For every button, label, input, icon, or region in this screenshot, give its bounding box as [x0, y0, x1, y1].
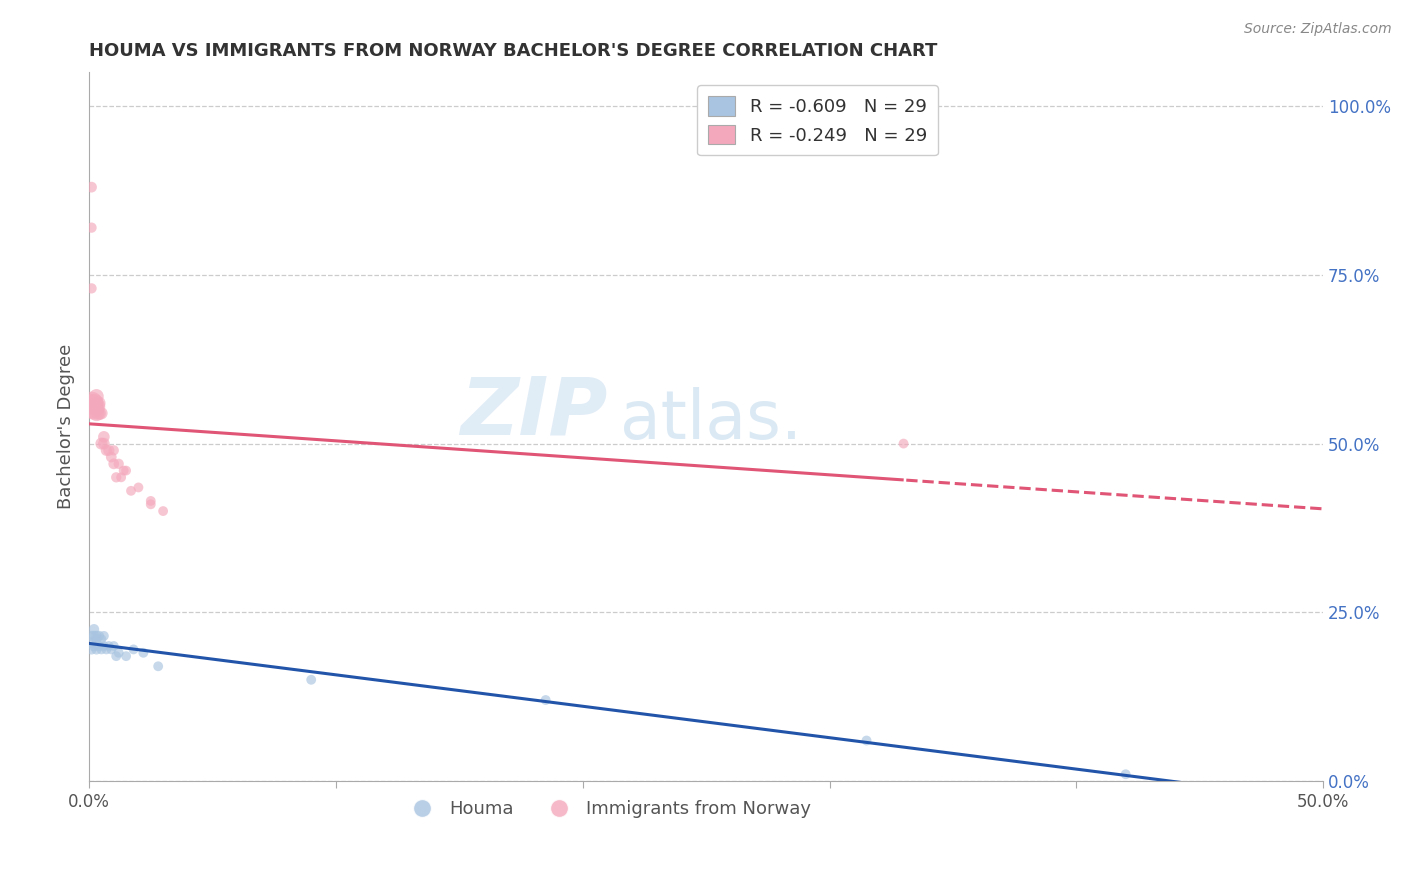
Y-axis label: Bachelor's Degree: Bachelor's Degree — [58, 344, 75, 509]
Point — [80, 396, 103, 410]
Point — [86, 629, 108, 643]
Point — [86, 389, 108, 403]
Point — [86, 406, 108, 420]
Point — [103, 457, 125, 471]
Point — [93, 639, 115, 653]
Point — [80, 400, 103, 414]
Point — [90, 406, 112, 420]
Point — [83, 396, 105, 410]
Text: Source: ZipAtlas.com: Source: ZipAtlas.com — [1244, 22, 1392, 37]
Point — [127, 480, 149, 494]
Point — [86, 632, 108, 647]
Point — [120, 483, 142, 498]
Text: ZIP: ZIP — [460, 374, 607, 451]
Point — [83, 622, 105, 636]
Point — [87, 406, 110, 420]
Point — [93, 629, 115, 643]
Point — [86, 642, 108, 657]
Point — [103, 639, 125, 653]
Point — [87, 396, 110, 410]
Point — [96, 642, 118, 657]
Point — [139, 497, 162, 511]
Point — [97, 443, 120, 458]
Point — [87, 639, 110, 653]
Point — [80, 220, 103, 235]
Point — [97, 639, 120, 653]
Point — [93, 436, 115, 450]
Point — [87, 629, 110, 643]
Point — [132, 646, 155, 660]
Point — [96, 443, 118, 458]
Point — [152, 504, 174, 518]
Point — [115, 464, 138, 478]
Point — [86, 400, 108, 414]
Point — [105, 649, 128, 664]
Point — [80, 629, 103, 643]
Legend: Houma, Immigrants from Norway: Houma, Immigrants from Norway — [396, 793, 818, 825]
Point — [93, 430, 115, 444]
Point — [893, 436, 915, 450]
Point — [110, 470, 132, 484]
Point — [534, 693, 557, 707]
Point — [103, 443, 125, 458]
Point — [148, 659, 170, 673]
Point — [139, 494, 162, 508]
Point — [1115, 767, 1137, 781]
Point — [80, 635, 103, 649]
Point — [100, 642, 122, 657]
Point — [90, 642, 112, 657]
Point — [115, 649, 138, 664]
Point — [83, 402, 105, 417]
Point — [122, 642, 145, 657]
Point — [112, 464, 135, 478]
Point — [299, 673, 322, 687]
Text: atlas.: atlas. — [620, 386, 801, 452]
Text: HOUMA VS IMMIGRANTS FROM NORWAY BACHELOR'S DEGREE CORRELATION CHART: HOUMA VS IMMIGRANTS FROM NORWAY BACHELOR… — [89, 42, 938, 60]
Point — [83, 629, 105, 643]
Point — [100, 450, 122, 464]
Point — [105, 470, 128, 484]
Point — [80, 180, 103, 194]
Point — [855, 733, 877, 747]
Point — [80, 642, 103, 657]
Point — [107, 646, 129, 660]
Point — [90, 632, 112, 647]
Point — [107, 457, 129, 471]
Point — [80, 281, 103, 295]
Point — [90, 436, 112, 450]
Point — [83, 639, 105, 653]
